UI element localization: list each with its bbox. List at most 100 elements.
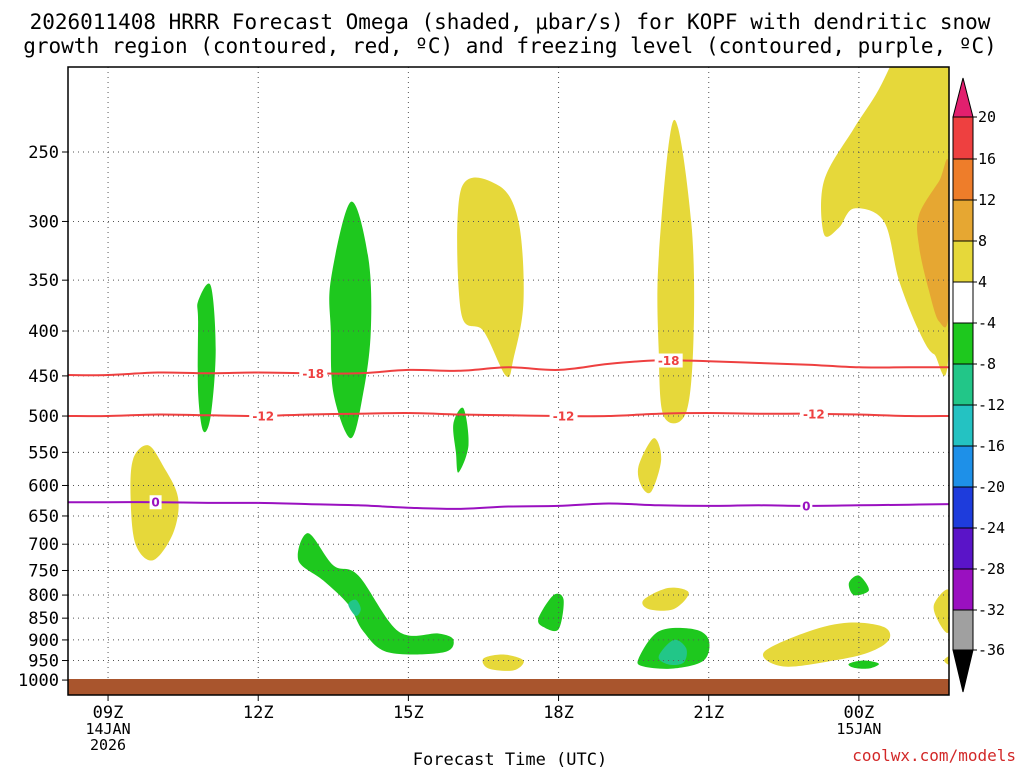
dgz-12-label-0: -12 <box>252 409 274 423</box>
y-tick-label-250: 250 <box>28 143 59 163</box>
ground-band <box>68 679 949 695</box>
chart-title-line-2: growth region (contoured, red, ºC) and f… <box>23 34 997 58</box>
y-tick-label-950: 950 <box>28 652 59 672</box>
omega-region-3 <box>457 177 524 378</box>
colorbar-box-cm28 <box>952 568 974 611</box>
colorbar-label-0: 20 <box>978 108 996 126</box>
colorbar-label-11: -28 <box>978 560 1005 578</box>
dgz-18-label-bg-1 <box>654 353 683 368</box>
site-credit: coolwx.com/models <box>852 746 1016 765</box>
colorbar-box-cm24 <box>952 527 974 570</box>
colorbar-top-arrow <box>952 77 974 118</box>
omega-colorbar: 20 16 12 8 4 -4 -8 -12 -16 -20 -24 -28 -32 -36 <box>952 77 1005 693</box>
ground-terrain-band <box>68 679 949 695</box>
y-tick-label-300: 300 <box>28 212 59 232</box>
y-tick-label-350: 350 <box>28 271 59 291</box>
omega-shading <box>130 67 949 671</box>
colorbar-label-10: -24 <box>978 519 1005 537</box>
y-tick-label-650: 650 <box>28 507 59 527</box>
omega-region-16 <box>762 622 891 667</box>
colorbar-box-c8 <box>952 199 974 242</box>
omega-region-12 <box>538 593 564 632</box>
colorbar-label-5: -4 <box>978 314 996 332</box>
dgz-18-label-1: -18 <box>658 354 680 368</box>
colorbar-label-9: -20 <box>978 478 1005 496</box>
freezing-level-line <box>68 501 949 510</box>
colorbar-box-cm16 <box>952 445 974 488</box>
omega-region-20 <box>944 656 949 665</box>
omega-region-1 <box>197 283 216 433</box>
y-tick-label-800: 800 <box>28 586 59 606</box>
colorbar-box-cm20 <box>952 486 974 529</box>
y-tick-label-750: 750 <box>28 561 59 581</box>
colorbar-label-3: 8 <box>978 232 987 250</box>
y-tick-label-600: 600 <box>28 476 59 496</box>
dgz-18-label-bg-0 <box>299 366 328 381</box>
omega-region-17 <box>848 575 869 596</box>
omega-region-18 <box>848 660 879 669</box>
y-tick-label-700: 700 <box>28 535 59 555</box>
omega-region-19 <box>933 589 949 633</box>
omega-region-10 <box>348 599 361 616</box>
x-tick-label-5-0: 00Z <box>844 703 875 723</box>
omega-region-7 <box>821 67 949 376</box>
temperature-contours: -18 -18 -12 -12 -12 0 0 <box>68 353 949 513</box>
colorbar-label-4: 4 <box>978 273 987 291</box>
y-tick-label-850: 850 <box>28 609 59 629</box>
colorbar-box-c4 <box>952 240 974 283</box>
colorbar-box-cm32 <box>952 609 974 651</box>
x-tick-label-0-0: 09Z <box>93 703 124 723</box>
colorbar-bottom-arrow <box>952 649 974 693</box>
x-tick-label-0-2: 2026 <box>90 736 126 754</box>
freezing-level-label-1: 0 <box>802 499 810 513</box>
colorbar-label-2: 12 <box>978 191 996 209</box>
colorbar-box-cm8 <box>952 363 974 406</box>
colorbar-box-c12 <box>952 158 974 201</box>
omega-region-5 <box>637 438 662 494</box>
y-tick-label-550: 550 <box>28 443 59 463</box>
omega-region-8 <box>917 158 949 328</box>
y-tick-label-500: 500 <box>28 407 59 427</box>
x-tick-label-2-0: 15Z <box>393 703 424 723</box>
x-tick-label-5-1: 15JAN <box>836 720 881 738</box>
x-tick-label-1-0: 12Z <box>243 703 274 723</box>
freezing-level-label-bg-1 <box>800 498 813 513</box>
pressure-axis: 2503003504004505005506006507007508008509… <box>18 143 68 691</box>
colorbar-box-c0 <box>952 281 974 324</box>
grid-lines <box>68 67 949 679</box>
dgz-12-label-2: -12 <box>803 407 825 421</box>
x-tick-label-4-0: 21Z <box>693 703 724 723</box>
colorbar-label-6: -8 <box>978 355 996 373</box>
dgz-12-label-bg-1 <box>549 409 578 424</box>
y-tick-label-450: 450 <box>28 367 59 387</box>
omega-region-2 <box>329 201 372 439</box>
colorbar-label-8: -16 <box>978 437 1005 455</box>
omega-region-15 <box>658 639 687 666</box>
freezing-level-label-0: 0 <box>151 496 159 510</box>
dgz-12-label-bg-2 <box>799 406 828 421</box>
colorbar-box-cm12 <box>952 404 974 447</box>
chart-title-line-1: 2026011408 HRRR Forecast Omega (shaded, … <box>30 10 991 34</box>
dgz-12-label-bg-0 <box>249 408 278 423</box>
dgz-12-label-1: -12 <box>553 410 575 424</box>
omega-region-9 <box>297 533 454 655</box>
colorbar-label-13: -36 <box>978 641 1005 659</box>
omega-region-4 <box>453 407 469 473</box>
colorbar-label-12: -32 <box>978 601 1005 619</box>
colorbar-label-7: -12 <box>978 396 1005 414</box>
x-tick-label-3-0: 18Z <box>543 703 574 723</box>
colorbar-label-1: 16 <box>978 150 996 168</box>
y-tick-label-1000: 1000 <box>18 671 59 691</box>
dgz-18-line <box>68 359 949 377</box>
y-tick-label-900: 900 <box>28 631 59 651</box>
x-tick-label-0-1: 14JAN <box>85 720 130 738</box>
x-axis-label: Forecast Time (UTC) <box>413 750 607 768</box>
omega-region-6 <box>657 119 695 424</box>
colorbar-box-c16 <box>952 116 974 160</box>
y-tick-label-400: 400 <box>28 322 59 342</box>
omega-region-13 <box>642 587 689 611</box>
plot-frame <box>67 66 950 696</box>
colorbar-box-cm4 <box>952 322 974 365</box>
